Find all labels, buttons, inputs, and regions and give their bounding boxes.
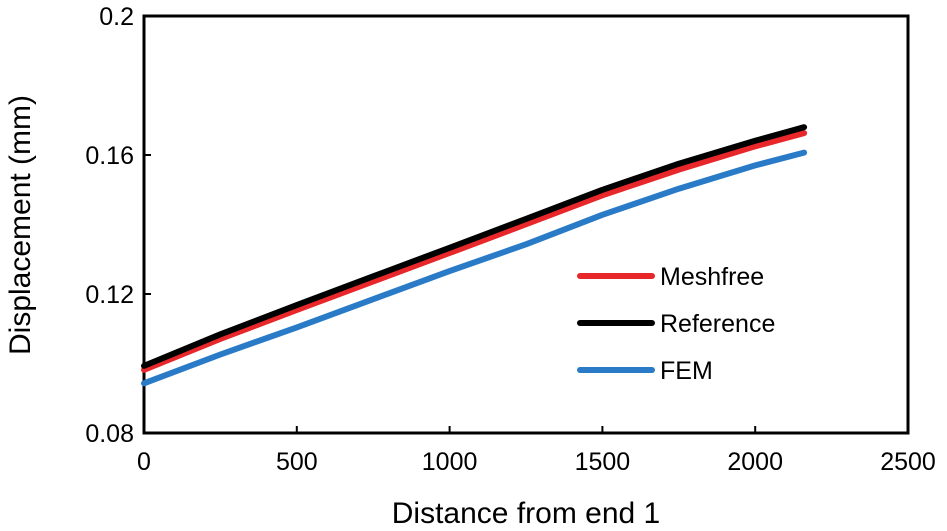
x-axis-ticks: 0 500 1000 1500 2000 2500 <box>137 426 936 476</box>
legend-label-meshfree: Meshfree <box>660 263 764 291</box>
y-tick-label: 0.12 <box>85 281 134 309</box>
x-tick-label: 500 <box>276 448 318 476</box>
plot-frame <box>142 14 910 435</box>
x-tick-label: 2000 <box>727 448 783 476</box>
y-tick-label: 0.2 <box>99 3 134 31</box>
series-line-meshfree <box>141 130 808 373</box>
series-line-reference <box>141 124 808 369</box>
y-axis-ticks: 0.08 0.12 0.16 0.2 <box>85 3 151 448</box>
legend-label-reference: Reference <box>660 310 775 338</box>
x-tick-label: 2500 <box>880 448 936 476</box>
y-tick-label: 0.08 <box>85 420 134 448</box>
series-line-fem <box>141 149 808 387</box>
legend: Meshfree Reference FEM <box>577 263 775 385</box>
x-tick-label: 1000 <box>422 448 478 476</box>
series-lines <box>141 124 808 387</box>
y-tick-label: 0.16 <box>85 142 134 170</box>
legend-label-fem: FEM <box>660 357 713 385</box>
x-tick-label: 0 <box>137 448 151 476</box>
x-tick-label: 1500 <box>575 448 631 476</box>
y-axis-title: Displacement (mm) <box>4 95 37 355</box>
x-axis-title: Distance from end 1 <box>392 497 660 530</box>
